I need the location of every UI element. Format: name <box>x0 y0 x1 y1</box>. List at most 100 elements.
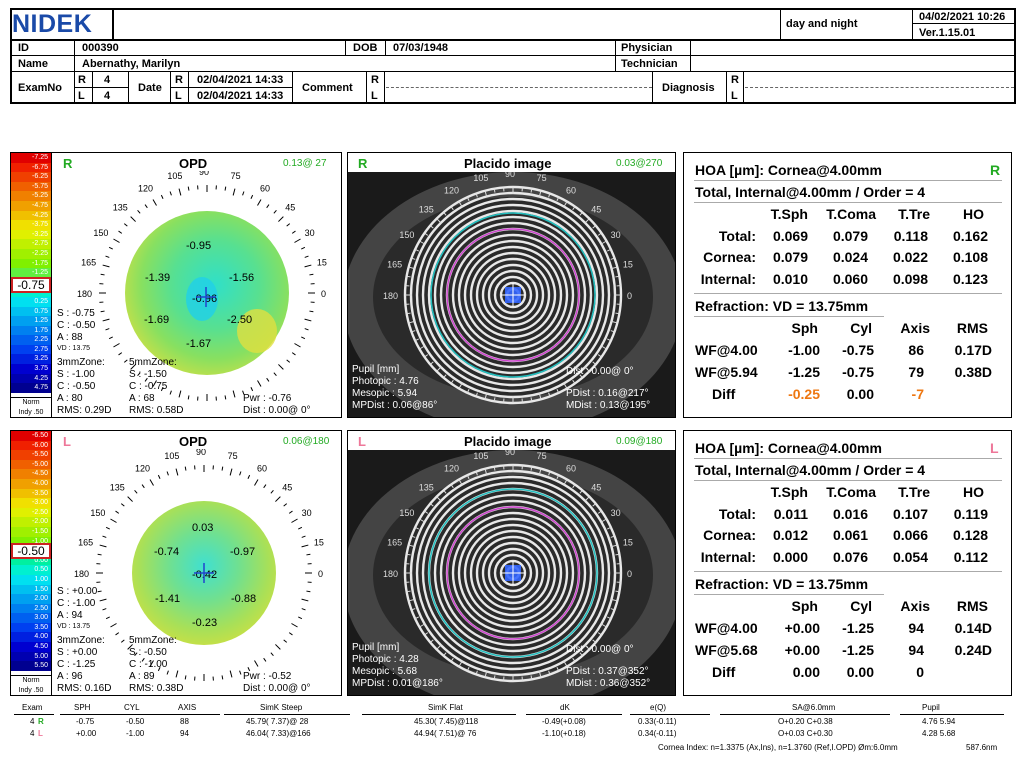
scale-step: 2.25 <box>11 335 51 345</box>
right-val: 0.069 <box>772 228 808 244</box>
scale-step: 5.50 <box>11 661 51 671</box>
dial-tick <box>144 377 148 382</box>
date-r-label: R <box>175 74 183 86</box>
axis-label: 90 <box>196 449 206 457</box>
axis-label: 120 <box>135 463 150 473</box>
right-ref-row-label: Diff <box>712 386 736 402</box>
dial-tick <box>149 479 154 486</box>
left-5mm-s: S : -0.50 <box>129 647 167 658</box>
dial-tick <box>475 670 478 675</box>
summary-table: Exam SPH CYL AXIS SimK Steep SimK Flat d… <box>10 702 1014 742</box>
dial-tick <box>607 526 612 530</box>
dial-tick <box>113 238 120 243</box>
crosshair-icon <box>501 561 525 585</box>
axis-label: 60 <box>566 185 576 195</box>
dial-tick <box>414 338 419 342</box>
dial-tick <box>466 389 470 394</box>
dial-tick <box>221 466 224 471</box>
scale-step: 3.25 <box>11 354 51 365</box>
axis-label: 135 <box>419 205 434 215</box>
left-val: 0.128 <box>952 527 988 543</box>
dial-tick <box>254 660 259 667</box>
right-val: 0.098 <box>892 271 928 287</box>
axis-label: 45 <box>591 483 601 493</box>
dial-tick <box>242 390 245 395</box>
scale-step: -7.25 <box>11 153 51 163</box>
placido-ring <box>469 529 557 617</box>
right-scale-selected[interactable]: -0.75 <box>11 277 51 293</box>
dial-tick <box>137 372 141 377</box>
dial-tick <box>291 352 296 356</box>
right-norm-indicator: Norm Indy .50 <box>11 397 51 417</box>
dial-tick <box>411 257 416 260</box>
axis-label: 75 <box>228 451 238 461</box>
right-placido-panel: R Placido image 0.03@270 90 75 60 45 30 15 0 16… <box>347 152 676 418</box>
placido-ring <box>481 541 545 605</box>
axis-label: 150 <box>399 508 414 518</box>
dial-tick <box>450 206 454 211</box>
dial-tick <box>493 675 496 680</box>
left-val: 0.107 <box>892 506 928 522</box>
right-opd-val: -1.39 <box>145 272 170 284</box>
scale-step: -1.75 <box>11 258 51 269</box>
left-scale-selected[interactable]: -0.50 <box>11 543 51 559</box>
dial-tick <box>607 616 612 620</box>
norm-label: Norm <box>22 399 40 406</box>
dial-tick <box>102 264 110 268</box>
dial-tick <box>141 657 145 662</box>
dial-tick <box>102 535 107 538</box>
dial-tick <box>266 204 270 209</box>
placido-ring <box>457 239 569 351</box>
col-header: Exam <box>22 703 43 712</box>
divider <box>384 72 385 103</box>
dial-tick <box>607 338 612 342</box>
left-col: HO <box>963 484 984 500</box>
left-pdist: PDist : 0.37@352° <box>566 666 649 677</box>
axis-label: 15 <box>623 259 633 269</box>
dial-tick <box>291 518 298 523</box>
axis-label: 165 <box>81 257 96 267</box>
right-ref-val: -0.75 <box>842 342 874 358</box>
dial-tick <box>239 670 242 675</box>
right-opd-yellow <box>237 309 277 353</box>
patient-id: 000390 <box>82 42 119 54</box>
dial-tick <box>304 328 309 331</box>
right-val: 0.010 <box>772 271 808 287</box>
dial-tick <box>123 359 128 363</box>
divider <box>694 293 1002 294</box>
dial-tick <box>178 188 182 196</box>
l-eq: 0.34(-0.11) <box>638 729 677 738</box>
placido-ring <box>439 499 587 647</box>
divider <box>10 55 1016 56</box>
dial-tick <box>275 644 281 650</box>
dial-tick <box>288 632 293 636</box>
right-3mm: 3mmZone: <box>57 357 105 368</box>
right-ref-val: 0.00 <box>846 386 874 402</box>
right-hoa-eye: R <box>990 162 1001 178</box>
scale-step: 3.50 <box>11 622 51 633</box>
dial-tick <box>239 471 242 476</box>
dial-tick <box>408 544 416 548</box>
left-ref-val: +0.00 <box>784 620 820 636</box>
wavelength: 587.6nm <box>966 743 998 752</box>
left-val: 0.016 <box>832 506 868 522</box>
scale-step: 4.50 <box>11 642 51 652</box>
scale-step: -6.75 <box>11 162 51 173</box>
date-r-value: 02/04/2021 14:33 <box>197 74 284 86</box>
dial-tick <box>563 660 568 667</box>
right-hoa-panel: HOA [µm]: Cornea@4.00mm R Total, Interna… <box>683 152 1012 418</box>
cornea-index: Cornea Index: n=1.3375 (Ax,Ins), n=1.376… <box>658 743 898 752</box>
left-val: 0.054 <box>892 549 928 565</box>
scale-step: -4.00 <box>11 478 51 489</box>
axis-label: 15 <box>314 537 324 547</box>
comment-l-label: L <box>371 90 378 102</box>
placido-ring <box>427 209 599 381</box>
dial-tick <box>221 675 224 680</box>
right-pdist: PDist : 0.16@217° <box>566 388 649 399</box>
divider <box>51 431 52 695</box>
right-3mm-rms: RMS: 0.29D <box>57 405 112 416</box>
dial-tick <box>484 468 488 476</box>
left-row-label: Total: <box>718 506 756 522</box>
